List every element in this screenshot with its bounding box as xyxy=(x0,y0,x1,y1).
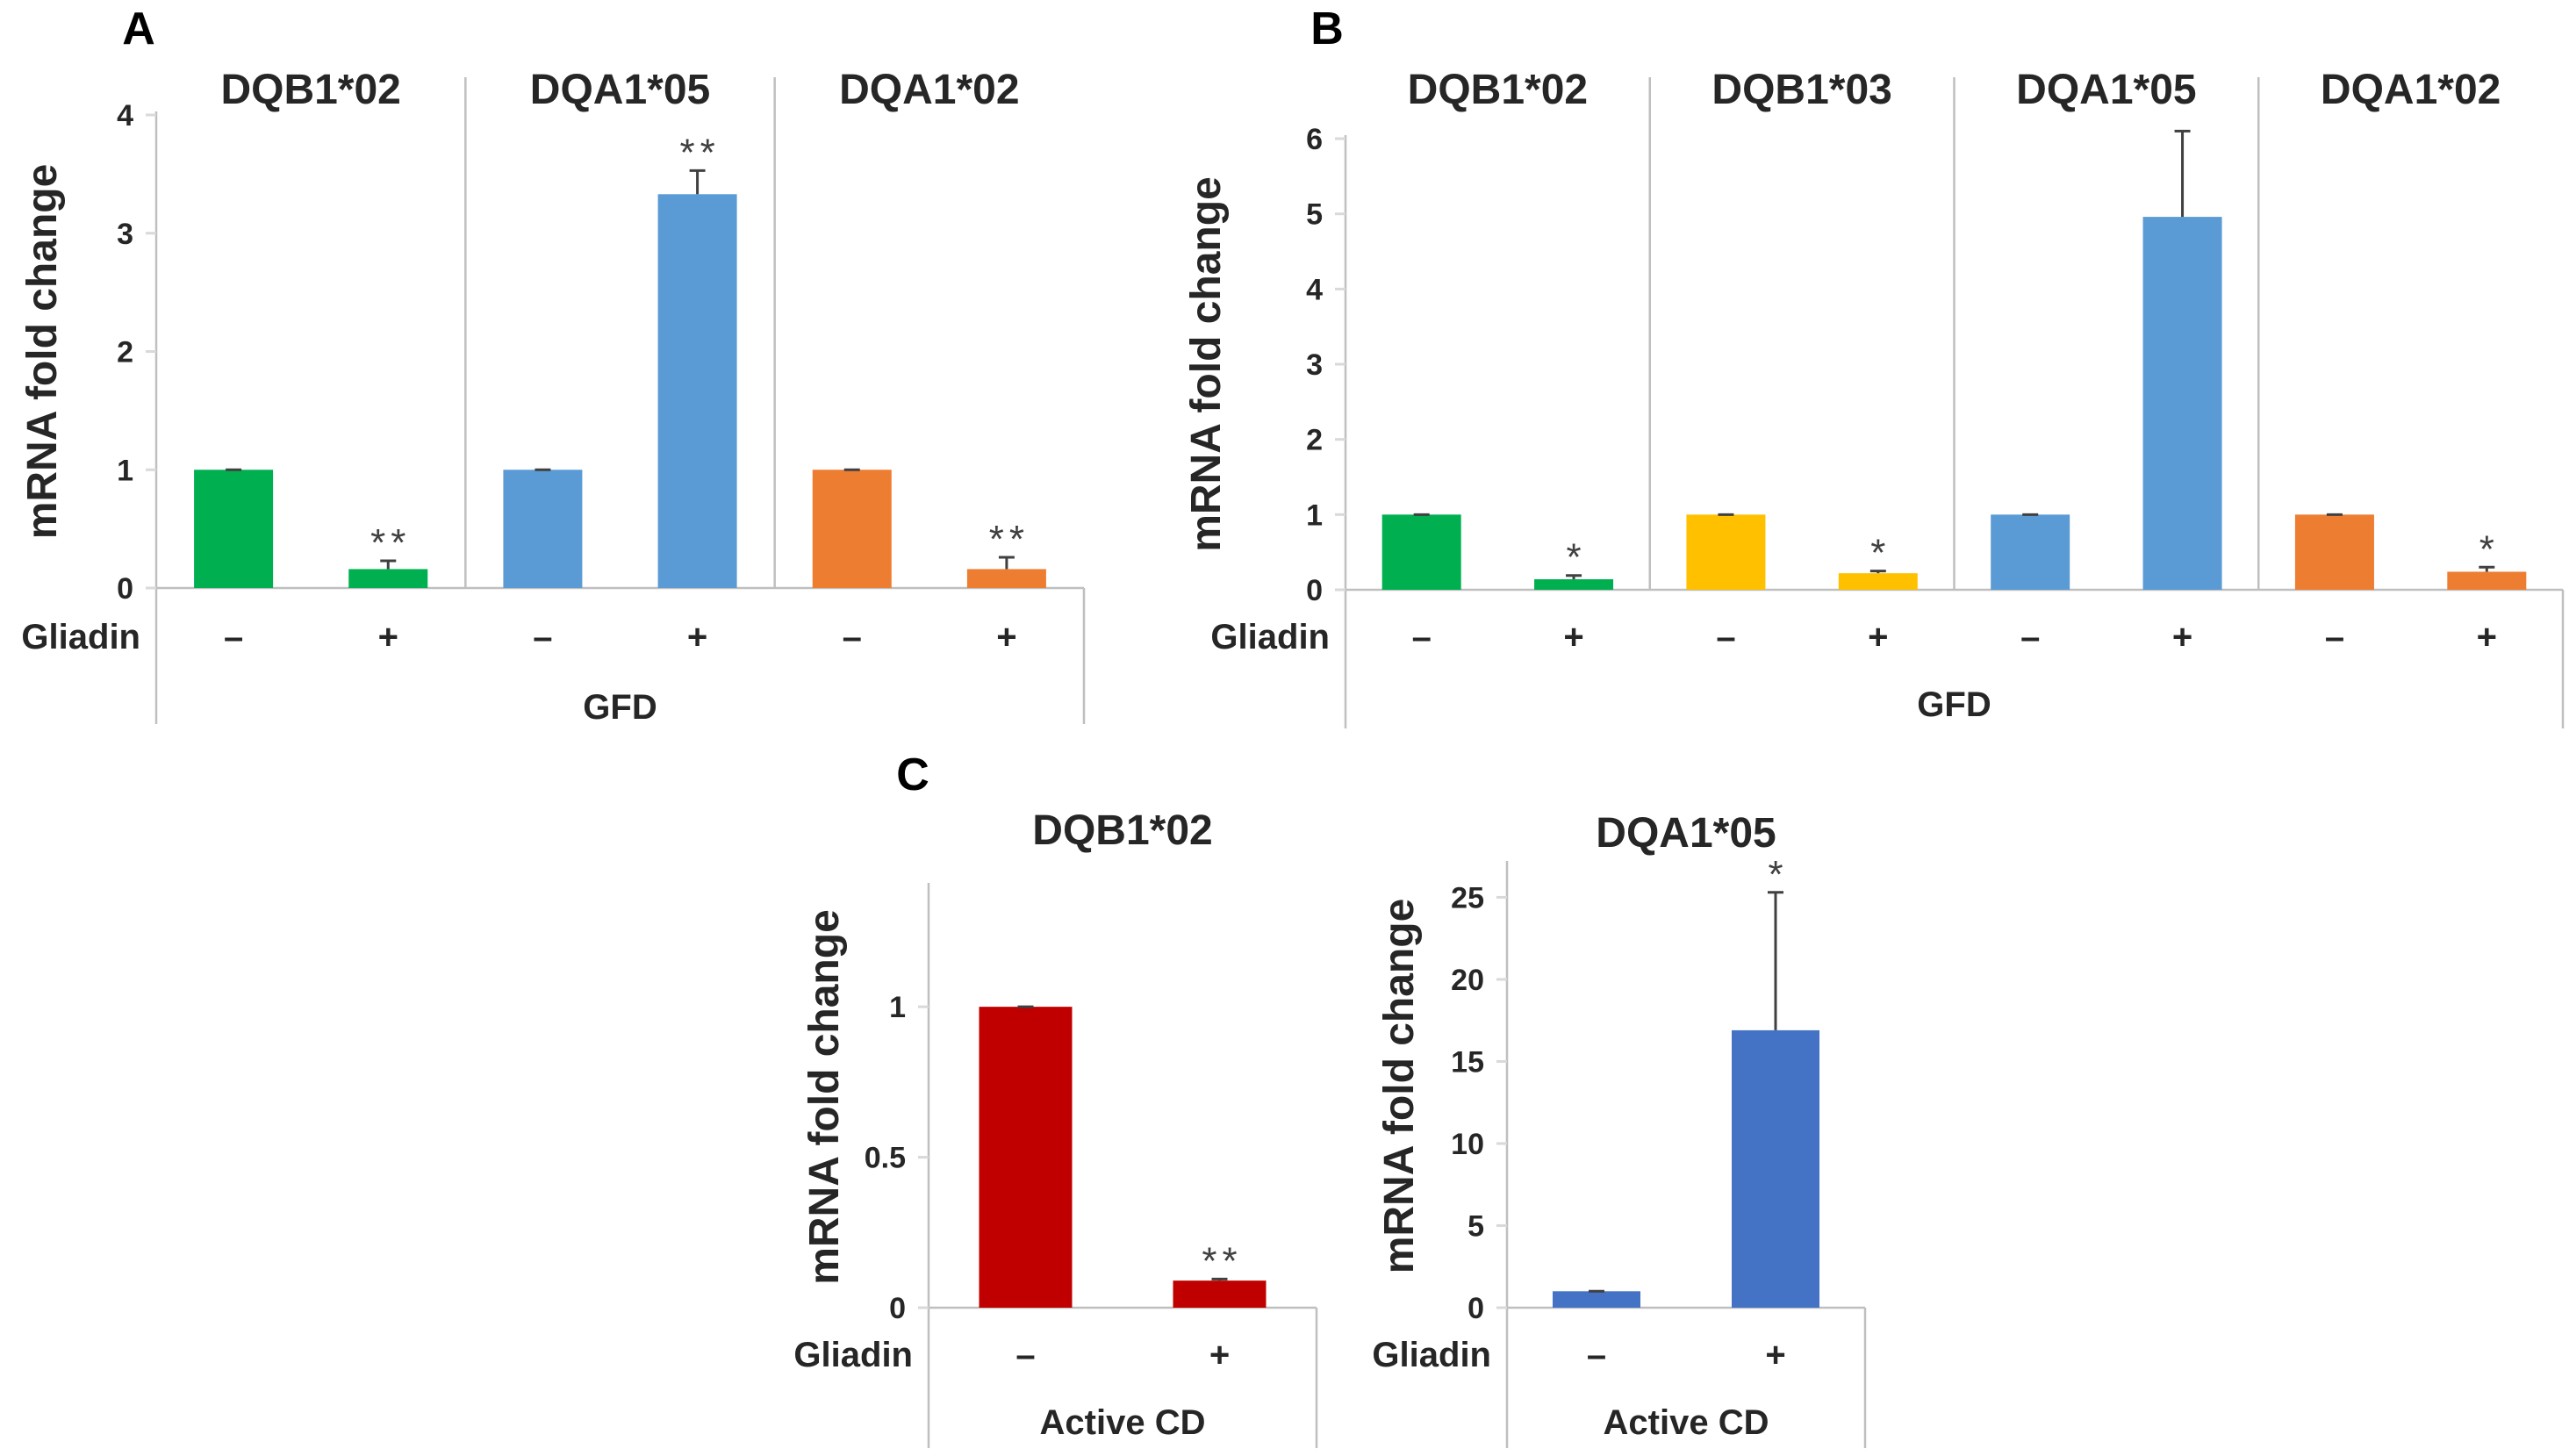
panel-label: A xyxy=(122,4,155,54)
y-axis-title: mRNA fold change xyxy=(801,909,848,1285)
gene-title: DQB1*02 xyxy=(1408,67,1588,113)
chart-panel-c-right: 0 5 10 15 20 25 mRNA fold change Gliadin DQA1*05… xyxy=(1372,810,1867,1448)
gene-title: DQA1*02 xyxy=(839,67,1019,113)
bar xyxy=(503,470,583,588)
y-tick-label: 0.5 xyxy=(865,1142,906,1175)
bar xyxy=(2294,514,2374,590)
bar xyxy=(979,1007,1073,1308)
gene-title: DQA1*02 xyxy=(2321,67,2501,113)
bar xyxy=(1553,1291,1640,1308)
y-tick-label: 0 xyxy=(889,1292,906,1325)
significance-marker: ** xyxy=(989,518,1030,561)
condition-label: – xyxy=(533,618,552,656)
y-tick-label: 15 xyxy=(1451,1045,1484,1079)
y-tick-label: 25 xyxy=(1451,881,1484,914)
bar xyxy=(966,569,1046,588)
gene-title: DQA1*05 xyxy=(530,67,710,113)
row-label-gliadin: Gliadin xyxy=(21,618,140,656)
gene-title: DQA1*05 xyxy=(2016,67,2196,113)
bar xyxy=(1732,1029,1819,1308)
group-label: GFD xyxy=(583,688,657,727)
y-tick-label: 2 xyxy=(1306,424,1323,457)
y-tick-label: 0 xyxy=(1467,1292,1484,1325)
bar xyxy=(657,194,737,588)
group-label: Active CD xyxy=(1040,1403,1206,1442)
significance-marker: ** xyxy=(679,131,720,174)
gene-title: DQB1*02 xyxy=(1032,807,1212,854)
condition-label: + xyxy=(996,618,1016,656)
gene-title: DQA1*05 xyxy=(1596,810,1776,857)
group-label: Active CD xyxy=(1604,1403,1769,1442)
condition-label: + xyxy=(687,618,707,656)
y-tick-label: 0 xyxy=(1306,574,1323,607)
condition-label: – xyxy=(1412,618,1432,656)
condition-label: – xyxy=(224,618,243,656)
condition-label: – xyxy=(1716,618,1735,656)
chart-panel-c: C 0 0.5 1 mRNA fold change Gliadin DQB1*02 – ** +… xyxy=(793,750,1318,1448)
y-tick-label: 1 xyxy=(1306,498,1323,532)
y-tick-label: 4 xyxy=(117,99,133,133)
bar xyxy=(1686,514,1766,590)
panel-label: C xyxy=(896,750,929,800)
row-label-gliadin: Gliadin xyxy=(1372,1336,1491,1374)
condition-label: – xyxy=(2020,618,2040,656)
bar xyxy=(1534,579,1614,590)
bar xyxy=(1381,514,1461,590)
bar xyxy=(1173,1280,1267,1308)
y-axis-title: mRNA fold change xyxy=(1376,899,1423,1274)
bar xyxy=(2142,217,2222,591)
y-tick-label: 0 xyxy=(117,572,133,606)
bar xyxy=(1991,514,2070,590)
condition-label: – xyxy=(1587,1336,1606,1374)
y-tick-label: 3 xyxy=(1306,348,1323,382)
condition-label: + xyxy=(2172,618,2192,656)
y-tick-label: 20 xyxy=(1451,964,1484,997)
y-tick-label: 5 xyxy=(1467,1209,1484,1243)
y-tick-label: 6 xyxy=(1306,123,1323,156)
significance-marker: * xyxy=(1768,853,1788,896)
y-axis-title: mRNA fold change xyxy=(1183,176,1230,552)
significance-marker: * xyxy=(1870,532,1891,575)
group-label: GFD xyxy=(1917,685,1991,724)
significance-marker: * xyxy=(2479,527,2500,570)
panel-label: B xyxy=(1310,4,1344,54)
condition-label: + xyxy=(378,618,398,656)
chart-panel-a: A 0 1 2 3 4 mRNA fold change Gliadin DQB1*02 – ** +… xyxy=(19,4,1086,727)
bar xyxy=(812,470,892,588)
significance-marker: * xyxy=(1567,536,1587,579)
y-tick-label: 10 xyxy=(1451,1128,1484,1161)
bar xyxy=(194,470,274,588)
condition-label: – xyxy=(2325,618,2344,656)
row-label-gliadin: Gliadin xyxy=(1210,618,1330,656)
condition-label: + xyxy=(2477,618,2497,656)
condition-label: + xyxy=(1563,618,1583,656)
gene-title: DQB1*02 xyxy=(220,67,400,113)
gene-title: DQB1*03 xyxy=(1711,67,1891,113)
condition-label: + xyxy=(1209,1336,1230,1374)
condition-label: + xyxy=(1868,618,1888,656)
y-tick-label: 1 xyxy=(117,454,133,487)
condition-label: – xyxy=(843,618,862,656)
significance-marker: ** xyxy=(1202,1239,1242,1282)
condition-label: + xyxy=(1765,1336,1785,1374)
y-axis-title: mRNA fold change xyxy=(19,164,66,540)
row-label-gliadin: Gliadin xyxy=(793,1336,913,1374)
y-tick-label: 4 xyxy=(1306,273,1323,306)
y-tick-label: 1 xyxy=(889,991,906,1024)
significance-marker: ** xyxy=(370,521,411,564)
y-tick-label: 5 xyxy=(1306,198,1323,232)
bar xyxy=(2447,571,2527,590)
chart-panel-b: B 0 1 2 3 4 5 6 mRNA fold change Gliadin DQB1*02 – *… xyxy=(1183,4,2565,728)
bar xyxy=(1838,573,1918,590)
y-tick-label: 3 xyxy=(117,218,133,251)
y-tick-label: 2 xyxy=(117,336,133,369)
condition-label: – xyxy=(1015,1336,1035,1374)
bar xyxy=(348,569,428,588)
